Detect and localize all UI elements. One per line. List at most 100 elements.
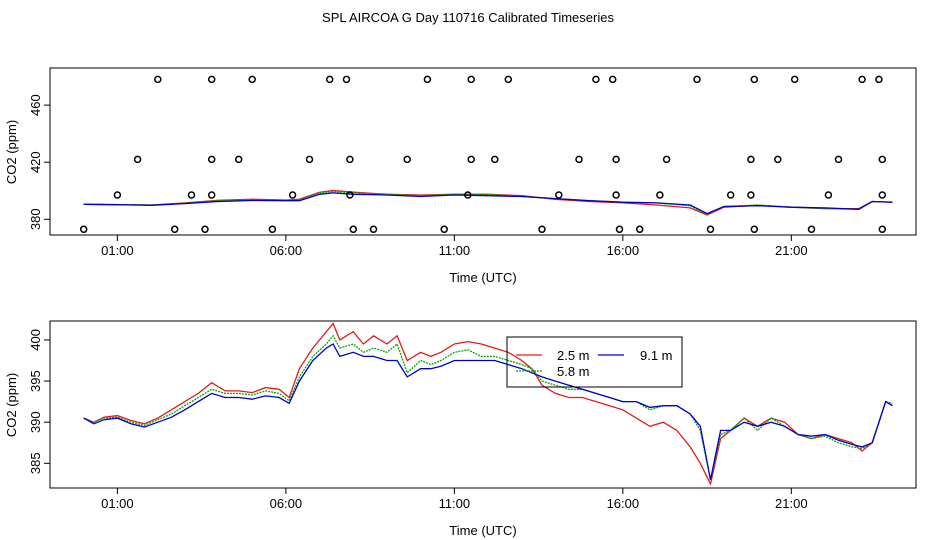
- top-calibration-markers: [79, 75, 887, 234]
- calibration-marker: [555, 191, 563, 199]
- bottom-y-axis: 385 390 395 400: [28, 329, 50, 474]
- top-series-lines: [83, 189, 893, 216]
- calibration-marker: [858, 75, 866, 84]
- calibration-marker: [592, 75, 600, 84]
- top-x-tick-label: 16:00: [607, 243, 640, 258]
- legend: 2.5 m 9.1 m 5.8 m: [506, 336, 683, 388]
- calibration-marker: [538, 225, 546, 234]
- calibration-marker: [170, 225, 179, 234]
- calibration-marker: [747, 191, 755, 199]
- bottom-x-tick-label: 11:00: [439, 496, 471, 511]
- calibration-marker: [693, 75, 701, 84]
- calibration-marker: [154, 75, 162, 84]
- bottom-x-tick-label: 16:00: [607, 496, 640, 511]
- calibration-marker: [878, 155, 887, 164]
- calibration-marker: [834, 155, 843, 164]
- calibration-marker: [369, 225, 378, 234]
- calibration-marker: [750, 225, 759, 234]
- bottom-series-line-2: [83, 334, 893, 480]
- calibration-marker: [133, 155, 142, 164]
- calibration-marker: [612, 191, 620, 199]
- top-x-tick-label: 01:00: [101, 243, 134, 258]
- calibration-marker: [726, 191, 735, 199]
- calibration-marker: [423, 75, 432, 84]
- bottom-y-axis-label: CO2 (ppm): [4, 373, 19, 437]
- calibration-marker: [201, 225, 209, 234]
- legend-box: [506, 336, 683, 388]
- calibration-marker: [824, 191, 833, 199]
- figure-title: SPL AIRCOA G Day 110716 Calibrated Times…: [322, 10, 614, 25]
- bottom-x-tick-label: 06:00: [270, 496, 303, 511]
- top-panel: 01:00 06:00 11:00 16:00 21:00 380 420 460 Time…: [4, 67, 917, 285]
- top-x-axis-label: Time (UTC): [449, 270, 516, 285]
- calibration-marker: [403, 155, 411, 164]
- top-y-tick-label: 380: [28, 208, 43, 230]
- calibration-marker: [349, 225, 358, 234]
- bottom-y-tick-label: 385: [28, 452, 43, 474]
- calibration-marker: [207, 191, 216, 199]
- calibration-marker: [79, 225, 88, 234]
- calibration-marker: [635, 225, 644, 234]
- calibration-marker: [305, 155, 314, 164]
- calibration-marker: [440, 225, 448, 234]
- calibration-marker: [750, 75, 759, 84]
- calibration-marker: [207, 75, 216, 84]
- bottom-x-tick-label: 01:00: [101, 496, 134, 511]
- bottom-series-lines: [83, 322, 893, 486]
- calibration-marker: [706, 225, 715, 234]
- legend-label-9-1m: 9.1 m: [640, 348, 673, 363]
- calibration-marker: [346, 191, 354, 199]
- top-y-tick-label: 420: [28, 151, 43, 173]
- top-x-tick-label: 11:00: [439, 243, 471, 258]
- calibration-marker: [467, 75, 475, 84]
- calibration-marker: [288, 191, 297, 199]
- calibration-marker: [234, 155, 243, 164]
- top-plot-frame: [49, 67, 917, 236]
- calibration-marker: [187, 191, 196, 199]
- calibration-marker: [467, 155, 475, 164]
- calibration-marker: [342, 75, 351, 84]
- calibration-marker: [207, 155, 216, 164]
- top-x-tick-label: 06:00: [270, 243, 303, 258]
- calibration-marker: [662, 155, 671, 164]
- calibration-marker: [464, 191, 472, 199]
- bottom-x-tick-label: 21:00: [775, 496, 808, 511]
- calibration-marker: [346, 155, 354, 164]
- top-x-tick-label: 21:00: [775, 243, 808, 258]
- bottom-x-axis: 01:00 06:00 11:00 16:00 21:00: [101, 488, 808, 511]
- top-x-axis: 01:00 06:00 11:00 16:00 21:00: [101, 235, 808, 258]
- bottom-x-axis-label: Time (UTC): [449, 523, 516, 538]
- legend-label-5-8m: 5.8 m: [557, 364, 590, 379]
- calibration-marker: [113, 191, 122, 199]
- bottom-plot-frame: [49, 320, 917, 489]
- calibration-marker: [268, 225, 277, 234]
- bottom-series-line-3: [83, 343, 893, 480]
- calibration-marker: [878, 191, 887, 199]
- bottom-y-tick-label: 390: [28, 411, 43, 433]
- calibration-marker: [656, 191, 664, 199]
- bottom-series-line-1: [83, 322, 893, 486]
- bottom-y-tick-label: 400: [28, 329, 43, 351]
- calibration-marker: [747, 155, 755, 164]
- legend-label-2-5m: 2.5 m: [557, 348, 590, 363]
- calibration-marker: [608, 75, 617, 84]
- calibration-marker: [807, 225, 816, 234]
- top-series-line-3: [83, 192, 893, 215]
- top-y-axis: 380 420 460: [28, 94, 50, 230]
- calibration-marker: [790, 75, 799, 84]
- calibration-marker: [575, 155, 583, 164]
- calibration-marker: [248, 75, 256, 84]
- calibration-marker: [612, 155, 620, 164]
- calibration-marker: [878, 225, 887, 234]
- top-y-tick-label: 460: [28, 94, 43, 116]
- calibration-marker: [774, 155, 782, 164]
- bottom-y-tick-label: 395: [28, 370, 43, 392]
- calibration-marker: [504, 75, 513, 84]
- calibration-marker: [875, 75, 883, 84]
- calibration-marker: [325, 75, 334, 84]
- top-y-axis-label: CO2 (ppm): [4, 120, 19, 184]
- calibration-marker: [615, 225, 624, 234]
- calibration-marker: [491, 155, 499, 164]
- bottom-panel: 01:00 06:00 11:00 16:00 21:00 385 390 395 400 T…: [4, 320, 917, 538]
